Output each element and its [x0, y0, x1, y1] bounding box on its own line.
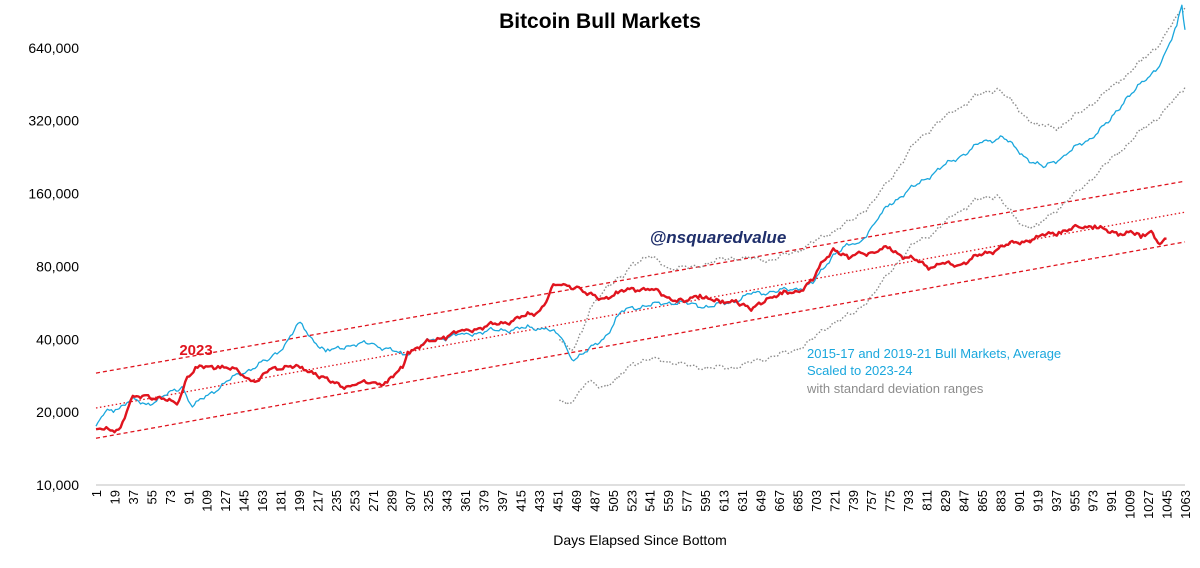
- y-tick-label: 640,000: [28, 40, 79, 56]
- x-axis-ticks: 1 19 37 55 73 91 109 127 145 163 181 199 217 235 253 27…: [89, 484, 1193, 519]
- watermark-label: @nsquaredvalue: [650, 228, 787, 247]
- y-tick-label: 160,000: [28, 186, 79, 202]
- x-tick-label: 973: [1086, 490, 1101, 512]
- x-tick-label: 1063: [1178, 490, 1193, 519]
- x-tick-label: 721: [827, 490, 842, 512]
- x-tick-label: 649: [753, 490, 768, 512]
- x-tick-label: 109: [200, 490, 215, 512]
- x-tick-label: 91: [181, 490, 196, 504]
- x-tick-label: 631: [735, 490, 750, 512]
- std-range-label: with standard deviation ranges: [806, 381, 984, 396]
- middle-channel-line: [95, 211, 1186, 409]
- x-tick-label: 271: [366, 490, 381, 512]
- x-tick-label: 685: [790, 490, 805, 512]
- average-label-line1: 2015-17 and 2019-21 Bull Markets, Averag…: [807, 346, 1061, 361]
- x-tick-label: 19: [107, 490, 122, 504]
- x-tick-label: 757: [864, 490, 879, 512]
- x-tick-label: 37: [126, 490, 141, 504]
- x-tick-label: 811: [920, 490, 935, 511]
- x-tick-label: 1045: [1160, 490, 1175, 519]
- x-tick-label: 739: [846, 490, 861, 512]
- x-tick-label: 955: [1067, 490, 1082, 512]
- x-tick-label: 307: [403, 490, 418, 512]
- x-tick-label: 919: [1030, 490, 1045, 512]
- x-tick-label: 235: [329, 490, 344, 512]
- y-tick-label: 320,000: [28, 113, 79, 129]
- x-tick-label: 163: [255, 490, 270, 512]
- x-tick-label: 901: [1012, 490, 1027, 512]
- average-series-line: [95, 4, 1186, 427]
- x-tick-label: 487: [587, 490, 602, 512]
- x-tick-label: 937: [1049, 490, 1064, 512]
- y-tick-label: 40,000: [36, 331, 79, 347]
- std-upper-line: [558, 7, 1186, 352]
- x-tick-label: 703: [809, 490, 824, 512]
- x-tick-label: 595: [698, 490, 713, 512]
- x-tick-label: 775: [883, 490, 898, 512]
- series-2023-line: [95, 223, 1167, 434]
- x-tick-label: 145: [237, 490, 252, 512]
- x-tick-label: 865: [975, 490, 990, 512]
- upper-channel-line: [95, 180, 1186, 374]
- x-tick-label: 469: [569, 490, 584, 512]
- x-tick-label: 613: [717, 490, 732, 512]
- x-tick-label: 127: [218, 490, 233, 512]
- x-tick-label: 991: [1104, 490, 1119, 512]
- plot-area: [95, 4, 1186, 439]
- x-tick-label: 325: [421, 490, 436, 512]
- x-tick-label: 559: [661, 490, 676, 512]
- x-tick-label: 199: [292, 490, 307, 512]
- x-tick-label: 343: [440, 490, 455, 512]
- x-tick-label: 883: [993, 490, 1008, 512]
- average-label-line2: Scaled to 2023-24: [807, 363, 913, 378]
- x-tick-label: 55: [144, 490, 159, 504]
- x-tick-label: 1: [89, 490, 104, 497]
- x-tick-label: 451: [550, 490, 565, 512]
- series-2023-label: 2023: [179, 342, 212, 359]
- y-tick-label: 20,000: [36, 404, 79, 420]
- x-tick-label: 397: [495, 490, 510, 512]
- x-tick-label: 415: [514, 490, 529, 512]
- x-tick-label: 217: [310, 490, 325, 512]
- x-tick-label: 289: [384, 490, 399, 512]
- y-tick-label: 80,000: [36, 258, 79, 274]
- x-tick-label: 523: [624, 490, 639, 512]
- x-tick-label: 829: [938, 490, 953, 512]
- x-tick-label: 433: [532, 490, 547, 512]
- x-tick-label: 1027: [1141, 490, 1156, 519]
- x-tick-label: 847: [957, 490, 972, 512]
- x-tick-label: 541: [643, 490, 658, 512]
- x-axis-label: Days Elapsed Since Bottom: [553, 532, 727, 548]
- x-tick-label: 361: [458, 490, 473, 512]
- x-tick-label: 73: [163, 490, 178, 504]
- x-tick-label: 181: [274, 490, 289, 512]
- y-tick-label: 10,000: [36, 477, 79, 493]
- chart-title: Bitcoin Bull Markets: [499, 10, 701, 33]
- x-tick-label: 667: [772, 490, 787, 512]
- x-tick-label: 505: [606, 490, 621, 512]
- x-tick-label: 1009: [1123, 490, 1138, 519]
- x-tick-label: 253: [347, 490, 362, 512]
- y-axis-ticks: 10,000 20,000 40,000 80,000 160,000 320,000 64…: [28, 40, 79, 493]
- x-tick-label: 577: [680, 490, 695, 512]
- x-tick-label: 379: [477, 490, 492, 512]
- lower-channel-line: [95, 241, 1186, 439]
- x-tick-label: 793: [901, 490, 916, 512]
